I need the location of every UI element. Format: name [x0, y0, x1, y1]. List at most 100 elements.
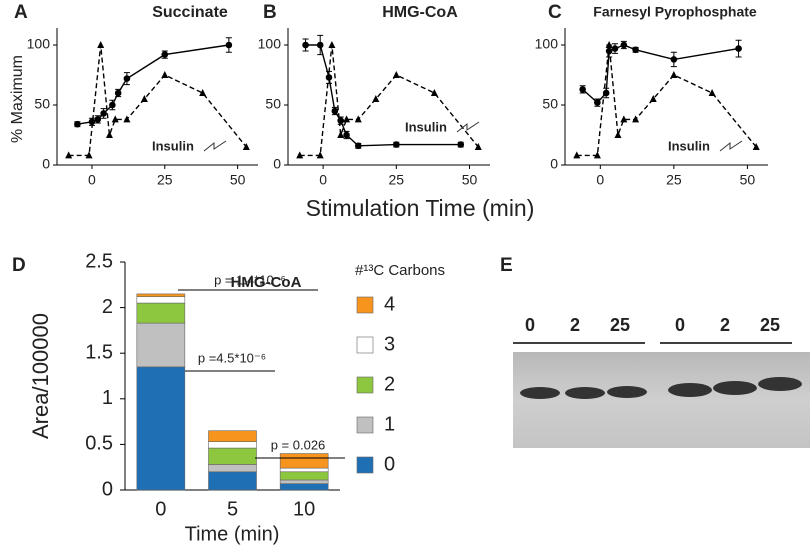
point	[430, 89, 438, 96]
point	[337, 117, 344, 124]
x-tick-label: 0	[155, 498, 166, 520]
point	[670, 71, 678, 78]
annotation-arrow	[456, 121, 480, 133]
y-tick-label: 50	[542, 96, 558, 112]
y-tick-label: 2	[102, 296, 113, 318]
legend-swatch	[356, 336, 374, 354]
point	[632, 115, 640, 123]
point	[337, 131, 345, 138]
lane-label: 25	[760, 315, 780, 335]
legend-swatch	[356, 376, 374, 394]
chart-title: HMG-CoA	[231, 274, 302, 291]
point	[114, 89, 122, 97]
y-tick-label: 50	[265, 96, 281, 112]
band	[758, 377, 802, 391]
panel-label: D	[12, 255, 26, 276]
point	[735, 45, 742, 52]
bar-segment	[208, 430, 257, 442]
point	[474, 143, 482, 150]
point	[594, 99, 601, 106]
bar-segment	[208, 471, 257, 491]
y-tick-label: 100	[27, 36, 51, 52]
x-tick-label: 10	[293, 498, 315, 520]
bar-segment	[208, 464, 257, 473]
bar-segment	[279, 471, 329, 481]
x-tick-label: 5	[227, 498, 238, 520]
point	[296, 151, 304, 159]
y-tick-label: 1	[102, 387, 113, 409]
bar-segment	[279, 479, 329, 484]
point	[302, 41, 309, 49]
annotation: Insulin	[405, 119, 447, 134]
legend-label: 1	[384, 413, 395, 435]
point	[573, 151, 581, 159]
lane-label: 2	[570, 315, 580, 335]
bar-segment	[279, 453, 329, 469]
bar-segment	[136, 302, 186, 324]
bar-segment	[279, 483, 329, 491]
blot-bands	[520, 377, 802, 399]
y-axis-label: Area/100000	[28, 313, 53, 439]
point	[354, 142, 362, 150]
legend-label: 3	[384, 333, 395, 355]
point	[632, 46, 639, 54]
series-line	[299, 44, 479, 157]
blot-image	[513, 352, 810, 448]
bar-segment	[136, 322, 186, 368]
legend-label: 2	[384, 373, 395, 395]
x-tick-label: 25	[157, 172, 173, 188]
series-line	[576, 44, 757, 157]
lane-label: 0	[675, 315, 685, 335]
annotation: Insulin	[668, 138, 710, 153]
y-tick-label: 0	[273, 156, 281, 172]
point	[354, 115, 362, 123]
series-line	[77, 44, 229, 125]
point	[88, 118, 96, 126]
y-tick-label: 1.5	[85, 341, 113, 363]
legend-swatch	[356, 456, 374, 474]
point	[670, 56, 678, 63]
annotation-arrow	[719, 140, 743, 152]
annotation: p =4.5*10⁻⁶	[198, 350, 266, 365]
x-tick-label: 0	[88, 172, 96, 188]
point	[620, 41, 628, 49]
point	[457, 141, 465, 148]
panel-label: B	[263, 2, 277, 23]
bar-segment	[136, 296, 186, 304]
x-tick-label: 25	[666, 172, 682, 188]
legend-title: #¹³C Carbons	[355, 262, 445, 279]
point	[316, 41, 324, 49]
band	[713, 381, 757, 395]
point	[161, 51, 169, 58]
chart-title: Farnesyl Pyrophosphate	[593, 4, 757, 20]
point	[611, 45, 619, 52]
point	[85, 151, 93, 159]
bar-segment	[136, 366, 186, 491]
point	[100, 110, 107, 117]
x-tick-label: 0	[319, 172, 327, 188]
panel-label: A	[14, 2, 28, 23]
y-tick-label: 0	[550, 156, 558, 172]
annotation: p = 1.4*10⁻⁶	[214, 272, 286, 287]
point	[225, 41, 233, 49]
legend-label: 0	[384, 453, 395, 475]
point	[614, 131, 622, 138]
x-tick-label: 25	[389, 172, 405, 188]
point	[97, 41, 105, 48]
point	[752, 143, 760, 150]
annotation: Insulin	[152, 138, 194, 153]
x-axis-label: Time (min)	[185, 523, 280, 545]
point	[372, 95, 380, 102]
point	[111, 115, 119, 123]
point	[649, 95, 657, 102]
point	[708, 89, 716, 96]
point	[140, 95, 148, 102]
point	[123, 115, 131, 123]
y-tick-label: 2.5	[85, 250, 113, 272]
panel-label: C	[548, 2, 562, 23]
band	[565, 387, 605, 399]
bar-segment	[208, 441, 257, 449]
y-tick-label: 0.5	[85, 433, 113, 455]
point	[161, 71, 169, 78]
point	[328, 41, 336, 48]
